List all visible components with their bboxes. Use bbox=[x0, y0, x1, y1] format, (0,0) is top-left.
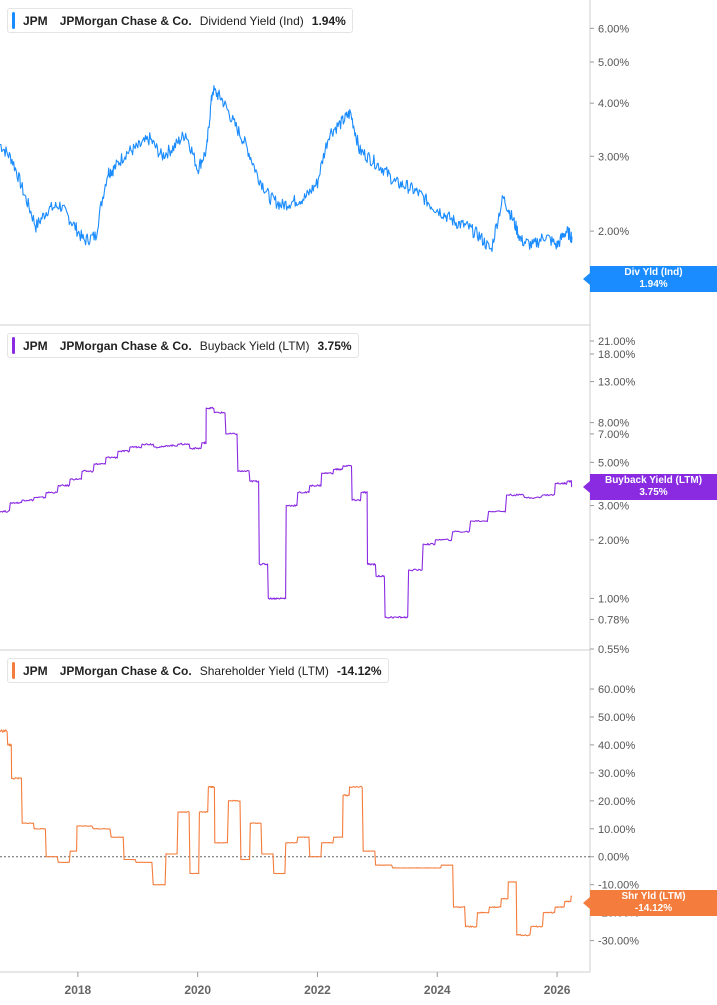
y-tick: 0.55% bbox=[590, 644, 629, 656]
y-tick: 60.00% bbox=[590, 684, 636, 696]
legend-ticker: JPM bbox=[23, 13, 48, 28]
y-tick-label: 21.00% bbox=[598, 336, 636, 348]
y-tick-label: 7.00% bbox=[598, 429, 629, 441]
y-tick: 20.00% bbox=[590, 796, 636, 808]
y-tick: 6.00% bbox=[590, 23, 629, 35]
callout-label: Buyback Yield (LTM) bbox=[604, 475, 703, 486]
y-tick-label: 5.00% bbox=[598, 457, 629, 469]
series-line-1 bbox=[0, 406, 573, 619]
y-tick-label: 0.55% bbox=[598, 644, 629, 656]
y-tick: 8.00% bbox=[590, 418, 629, 430]
y-tick-label: 2.00% bbox=[598, 226, 629, 238]
y-tick: 0.00% bbox=[590, 852, 629, 864]
y-tick: 3.00% bbox=[590, 151, 629, 163]
legend-ticker: JPM bbox=[23, 663, 48, 678]
x-tick: 2020 bbox=[184, 972, 211, 997]
y-tick: 4.00% bbox=[590, 98, 629, 110]
legend-company: JPMorgan Chase & Co. bbox=[59, 663, 192, 678]
series-color-swatch bbox=[12, 662, 15, 679]
legend-metric: Dividend Yield (Ind) bbox=[199, 13, 304, 28]
y-tick: 1.00% bbox=[590, 593, 629, 605]
y-tick-label: 60.00% bbox=[598, 684, 636, 696]
y-tick: 18.00% bbox=[590, 349, 636, 361]
legend-buyback-yield: JPM JPMorgan Chase & Co. Buyback Yield (… bbox=[7, 333, 359, 358]
legend-value: -14.12% bbox=[336, 663, 382, 678]
axis-ticks: 6.00% 5.00% 4.00% 3.00% 2.00% 21.00%18.00% 13.… bbox=[65, 23, 640, 997]
y-tick-label: 8.00% bbox=[598, 418, 629, 430]
series-line-2 bbox=[0, 729, 573, 937]
y-tick: 30.00% bbox=[590, 768, 636, 780]
last-value-callout-shareholder: Shr Yld (LTM) -14.12% bbox=[583, 890, 717, 916]
last-value-callout-buyback: Buyback Yield (LTM) 3.75% bbox=[583, 474, 717, 500]
y-tick: 2.00% bbox=[590, 535, 629, 547]
x-tick-label: 2018 bbox=[65, 983, 92, 997]
y-tick: 5.00% bbox=[590, 57, 629, 69]
legend-metric: Shareholder Yield (LTM) bbox=[199, 663, 329, 678]
y-tick: -10.00% bbox=[590, 880, 639, 892]
y-tick-label: 4.00% bbox=[598, 98, 629, 110]
y-tick-label: 3.00% bbox=[598, 151, 629, 163]
legend-company: JPMorgan Chase & Co. bbox=[59, 338, 192, 353]
y-tick: 21.00% bbox=[590, 336, 636, 348]
y-tick-label: 10.00% bbox=[598, 824, 636, 836]
y-tick-label: 3.00% bbox=[598, 501, 629, 513]
y-tick-label: 30.00% bbox=[598, 768, 636, 780]
y-tick-label: 1.00% bbox=[598, 593, 629, 605]
x-tick-label: 2026 bbox=[544, 983, 571, 997]
series-layer bbox=[0, 85, 573, 937]
y-tick-label: 20.00% bbox=[598, 796, 636, 808]
y-tick: 3.00% bbox=[590, 501, 629, 513]
series-color-swatch bbox=[12, 337, 15, 354]
y-tick-label: 0.78% bbox=[598, 614, 629, 626]
y-tick-label: 18.00% bbox=[598, 349, 636, 361]
callout-label: Div Yld (Ind) bbox=[624, 267, 683, 278]
callout-label: Shr Yld (LTM) bbox=[621, 891, 686, 902]
y-tick-label: 13.00% bbox=[598, 377, 636, 389]
x-tick: 2018 bbox=[65, 972, 92, 997]
y-tick: 7.00% bbox=[590, 429, 629, 441]
y-tick-label: 40.00% bbox=[598, 740, 636, 752]
legend-value: 3.75% bbox=[317, 338, 352, 353]
x-tick-label: 2022 bbox=[304, 983, 331, 997]
x-tick: 2022 bbox=[304, 972, 331, 997]
legend-metric: Buyback Yield (LTM) bbox=[199, 338, 310, 353]
legend-value: 1.94% bbox=[311, 13, 346, 28]
legend-dividend-yield: JPM JPMorgan Chase & Co. Dividend Yield … bbox=[7, 8, 353, 33]
last-value-callout-dividend: Div Yld (Ind) 1.94% bbox=[583, 266, 717, 292]
callout-value: 3.75% bbox=[639, 487, 668, 498]
x-tick: 2026 bbox=[544, 972, 571, 997]
callout-value: 1.94% bbox=[639, 279, 668, 290]
y-tick: 5.00% bbox=[590, 457, 629, 469]
y-tick-label: 5.00% bbox=[598, 57, 629, 69]
y-tick: 0.78% bbox=[590, 614, 629, 626]
y-tick: 50.00% bbox=[590, 712, 636, 724]
x-tick-label: 2020 bbox=[184, 983, 211, 997]
y-tick-label: 0.00% bbox=[598, 852, 629, 864]
y-tick: 13.00% bbox=[590, 377, 636, 389]
x-tick-label: 2024 bbox=[424, 983, 451, 997]
callout-value: -14.12% bbox=[634, 903, 673, 914]
series-line-0 bbox=[0, 85, 573, 253]
y-tick: 2.00% bbox=[590, 226, 629, 238]
legend-shareholder-yield: JPM JPMorgan Chase & Co. Shareholder Yie… bbox=[7, 658, 389, 683]
y-tick-label: 50.00% bbox=[598, 712, 636, 724]
y-tick: 40.00% bbox=[590, 740, 636, 752]
series-color-swatch bbox=[12, 12, 15, 29]
x-tick: 2024 bbox=[424, 972, 451, 997]
y-tick-label: 6.00% bbox=[598, 23, 629, 35]
y-tick: 10.00% bbox=[590, 824, 636, 836]
legend-ticker: JPM bbox=[23, 338, 48, 353]
y-tick: -30.00% bbox=[590, 936, 639, 948]
y-tick-label: -30.00% bbox=[598, 936, 639, 948]
y-tick-label: -10.00% bbox=[598, 880, 639, 892]
legend-company: JPMorgan Chase & Co. bbox=[59, 13, 192, 28]
y-tick-label: 2.00% bbox=[598, 535, 629, 547]
